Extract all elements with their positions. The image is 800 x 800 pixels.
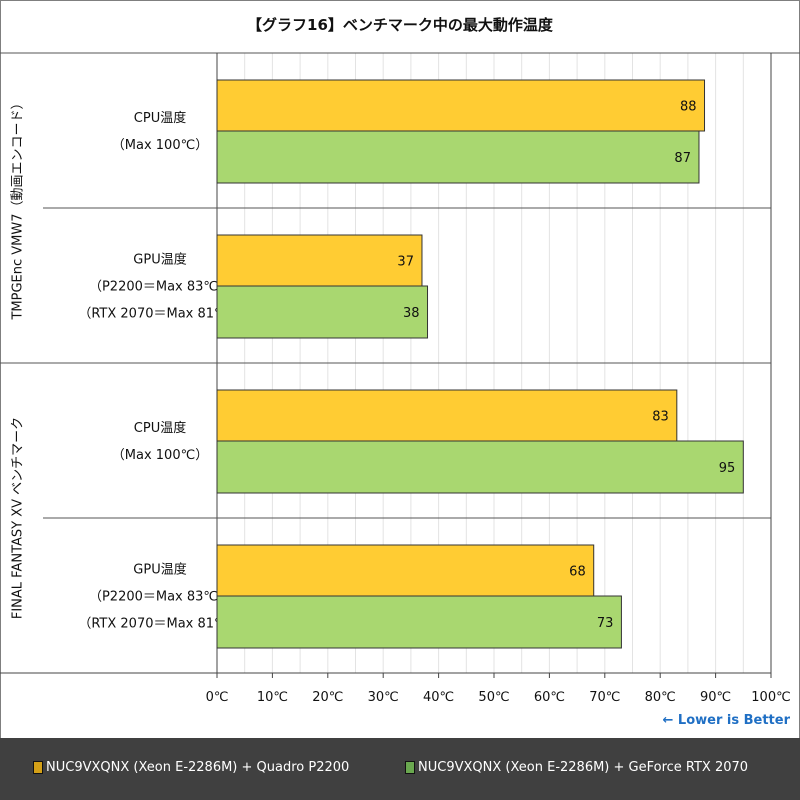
x-tick-label: 80℃	[645, 690, 676, 705]
bar-value-label: 87	[674, 151, 691, 166]
bar-p2200	[216, 544, 595, 597]
bar-value-label: 38	[403, 306, 420, 321]
legend-label-rtx2070: NUC9VXQNX (Xeon E-2286M) + GeForce RTX 2…	[418, 760, 749, 775]
x-tick-label: 0℃	[206, 690, 229, 705]
legend-item-p2200: NUC9VXQNX (Xeon E-2286M) + Quadro P2200	[33, 760, 349, 775]
bar-rtx2070	[216, 285, 429, 339]
category-label: （P2200＝Max 83℃）	[89, 280, 231, 295]
category-label: CPU温度	[134, 110, 186, 126]
category-label: GPU温度	[133, 562, 186, 578]
bar-value-label: 73	[597, 616, 614, 631]
group-label: FINAL FANTASY XV ベンチマーク	[11, 417, 26, 619]
group-label: TMPGEnc VMW7（動画エンコード）	[11, 96, 26, 320]
x-tick-label: 90℃	[700, 690, 731, 705]
x-tick-label: 50℃	[478, 690, 509, 705]
category-label: （Max 100℃）	[112, 448, 208, 463]
x-tick-label: 60℃	[534, 690, 565, 705]
legend-item-rtx2070: NUC9VXQNX (Xeon E-2286M) + GeForce RTX 2…	[405, 760, 748, 775]
x-tick-label: 70℃	[589, 690, 620, 705]
bar-p2200	[216, 389, 678, 442]
category-label: （RTX 2070＝Max 81℃）	[78, 307, 241, 322]
x-tick-label: 100℃	[751, 690, 790, 705]
bar-rtx2070	[216, 440, 744, 494]
bar-rtx2070	[216, 130, 700, 184]
legend-label-p2200: NUC9VXQNX (Xeon E-2286M) + Quadro P2200	[46, 760, 350, 775]
x-tick-label: 40℃	[423, 690, 454, 705]
chart-title: 【グラフ16】ベンチマーク中の最大動作温度	[247, 16, 553, 34]
category-label: （RTX 2070＝Max 81℃）	[78, 617, 241, 632]
bar-value-label: 83	[652, 410, 669, 425]
bar-value-label: 95	[719, 461, 736, 476]
x-tick-label: 10℃	[257, 690, 288, 705]
bar-p2200	[216, 234, 423, 287]
bar-chart: 0℃ 10℃ 20℃ 30℃ 40℃ 50℃ 60℃ 70℃ 80℃ 90℃ 100℃ TMPGEnc…	[0, 52, 800, 705]
category-label: GPU温度	[133, 252, 186, 268]
legend-swatch-p2200	[33, 761, 43, 774]
lower-is-better-note: ← Lower is Better	[662, 713, 791, 728]
bar-value-label: 37	[397, 255, 414, 270]
category-label: CPU温度	[134, 420, 186, 436]
bar-value-label: 88	[680, 100, 697, 115]
x-tick-label: 20℃	[312, 690, 343, 705]
category-label: （P2200＝Max 83℃）	[89, 590, 231, 605]
legend: NUC9VXQNX (Xeon E-2286M) + Quadro P2200 …	[0, 738, 800, 800]
bar-p2200	[216, 79, 706, 132]
x-tick-label: 30℃	[368, 690, 399, 705]
legend-swatch-rtx2070	[405, 761, 415, 774]
bar-value-label: 68	[569, 565, 586, 580]
category-label: （Max 100℃）	[112, 138, 208, 153]
bar-rtx2070	[216, 595, 622, 649]
